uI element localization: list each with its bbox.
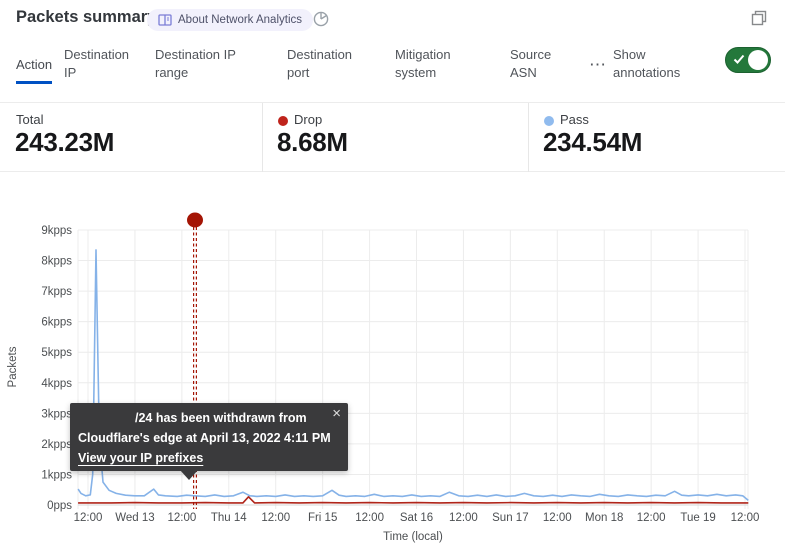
drop-legend-dot: [278, 116, 288, 126]
toggle-knob: [748, 50, 768, 70]
chart-series-lines: [77, 249, 749, 504]
y-tick-label: 5kpps: [41, 347, 72, 359]
pass-series-line: [77, 249, 749, 502]
x-tick-label: Wed 13: [115, 512, 154, 524]
stat-divider: [262, 103, 263, 172]
tab-destination-ip[interactable]: Destination IP: [64, 47, 130, 80]
y-tick-label: 1kpps: [41, 469, 72, 481]
about-network-analytics-badge[interactable]: About Network Analytics: [147, 9, 314, 31]
more-tabs-ellipsis-icon[interactable]: ⋯: [589, 55, 607, 74]
x-axis-tick-labels: 12:00 Wed 13 12:00 Thu 14 12:00 Fri 15 12:00 Sa…: [74, 512, 760, 524]
drop-series-line: [78, 495, 749, 504]
x-tick-label: Thu 14: [211, 512, 247, 524]
packets-time-series-chart: 9kpps 8kpps 7kpps 6kpps 5kpps 4kpps 3kpps 2kpps…: [7, 212, 760, 543]
tooltip-caret: [180, 470, 198, 480]
view-ip-prefixes-link[interactable]: View your IP prefixes: [78, 451, 204, 465]
stat-divider: [528, 103, 529, 172]
tooltip-text-line1: /24 has been withdrawn from: [135, 411, 307, 425]
annotation-tooltip: × /24 has been withdrawn from Cloudflare…: [70, 403, 348, 480]
y-tick-label: 4kpps: [41, 378, 72, 390]
pass-value: 234.54M: [543, 127, 643, 157]
y-tick-label: 9kpps: [41, 225, 72, 237]
y-axis-tick-labels: 9kpps 8kpps 7kpps 6kpps 5kpps 4kpps 3kpps 2kpps…: [41, 225, 72, 512]
x-tick-label: Sat 16: [400, 512, 433, 524]
page-title: Packets summary: [16, 8, 157, 26]
check-icon: [733, 54, 745, 64]
stats-row: Total 243.23M Drop 8.68M Pass 234.54M: [0, 102, 785, 172]
tab-destination-ip-range[interactable]: Destination IP range: [155, 47, 236, 80]
x-tick-label: Mon 18: [585, 512, 623, 524]
x-tick-label: 12:00: [74, 512, 103, 524]
x-tick-label: 12:00: [167, 512, 196, 524]
expand-icon[interactable]: [750, 9, 768, 27]
y-tick-label: 3kpps: [41, 408, 72, 420]
tab-source-asn[interactable]: Source ASN: [510, 47, 552, 80]
x-tick-label: 12:00: [449, 512, 478, 524]
x-tick-label: 12:00: [355, 512, 384, 524]
pass-legend-dot: [544, 116, 554, 126]
x-tick-label: 12:00: [543, 512, 572, 524]
drop-label: Drop: [294, 112, 323, 127]
pass-label: Pass: [560, 112, 589, 127]
y-tick-label: 7kpps: [41, 286, 72, 298]
tab-action[interactable]: Action: [16, 56, 53, 84]
tooltip-text-line2: Cloudflare's edge at April 13, 2022 4:11…: [78, 431, 331, 445]
y-tick-label: 6kpps: [41, 317, 72, 329]
total-label: Total: [16, 112, 44, 127]
show-annotations-toggle[interactable]: [725, 47, 771, 73]
drop-value: 8.68M: [277, 127, 348, 157]
tab-destination-port[interactable]: Destination port: [287, 47, 353, 80]
book-icon: [158, 14, 172, 26]
pie-chart-icon[interactable]: [312, 10, 330, 28]
x-tick-label: 12:00: [261, 512, 290, 524]
x-tick-label: Sun 17: [492, 512, 528, 524]
x-tick-label: 12:00: [731, 512, 760, 524]
x-tick-label: Tue 19: [680, 512, 715, 524]
total-value: 243.23M: [15, 127, 115, 157]
annotation-marker[interactable]: [187, 212, 204, 510]
x-axis-title: Time (local): [383, 531, 443, 543]
y-tick-label: 8kpps: [41, 256, 72, 268]
close-icon[interactable]: ×: [332, 405, 341, 422]
tab-mitigation-system[interactable]: Mitigation system: [395, 47, 451, 80]
y-axis-title: Packets: [7, 346, 19, 387]
y-tick-label: 2kpps: [41, 439, 72, 451]
annotation-dot-icon[interactable]: [187, 212, 204, 228]
x-tick-label: Fri 15: [308, 512, 337, 524]
x-tick-label: 12:00: [637, 512, 666, 524]
badge-label: About Network Analytics: [178, 14, 303, 26]
y-tick-label: 0pps: [47, 500, 72, 512]
show-annotations-label: Show annotations: [613, 47, 681, 80]
